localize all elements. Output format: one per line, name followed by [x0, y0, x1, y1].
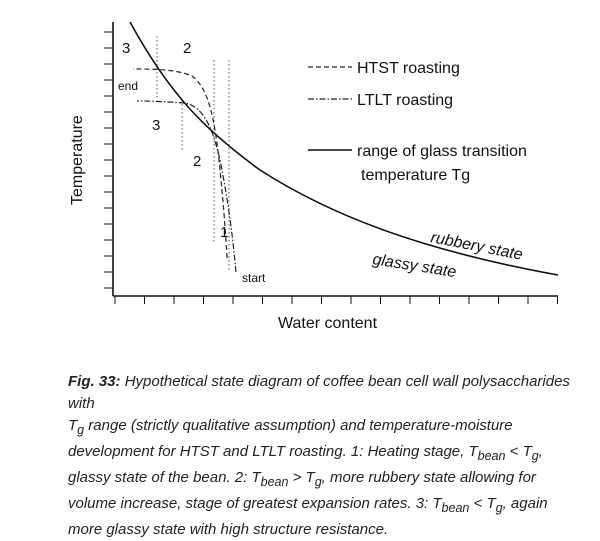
caption-line-4e: , more rubbery state allowing for: [321, 469, 536, 486]
htst-roasting-curve: [132, 68, 228, 259]
x-axis-ticks: [114, 296, 558, 304]
caption-line-6: more glassy state with high structure re…: [68, 521, 389, 538]
caption-line-5d: g: [495, 501, 503, 515]
y-axis-ticks: [104, 31, 113, 289]
caption-line-1: Hypothetical state diagram of coffee bea…: [68, 373, 570, 412]
caption-line-4c: > T: [288, 469, 315, 486]
legend-tg-label-line1: range of glass transition: [357, 143, 527, 160]
stage-2-top-label: 2: [183, 40, 191, 57]
caption-line-3e: ,: [538, 443, 543, 460]
caption-figure-number: Fig. 33:: [68, 373, 121, 390]
caption-line-2c: range (strictly qualitative assumption) …: [84, 417, 513, 434]
stage-3-mid-label: 3: [152, 117, 160, 134]
stage-2-mid-label: 2: [193, 153, 201, 170]
caption-line-5e: , again: [502, 495, 548, 512]
glassy-state-label: glassy state: [371, 251, 457, 281]
legend-htst-label: HTST roasting: [357, 60, 460, 77]
legend-tg-label-line2: temperature Tg: [361, 167, 470, 184]
caption-line-3a: development for HTST and LTLT roasting. …: [68, 443, 478, 460]
glass-transition-curve: [129, 21, 559, 276]
caption-line-3c: < T: [505, 443, 532, 460]
figure-caption: Fig. 33: Hypothetical state diagram of c…: [68, 371, 588, 541]
stage-1-label: 1: [220, 224, 228, 241]
x-axis-label: Water content: [278, 315, 378, 332]
state-diagram: HTST roasting LTLT roasting range of gla…: [69, 21, 559, 332]
caption-line-3d: g: [531, 449, 539, 463]
y-axis-label: Temperature: [69, 115, 86, 205]
caption-line-4d: g: [314, 475, 322, 489]
caption-line-4b: bean: [260, 475, 289, 489]
caption-line-5c: < T: [469, 495, 496, 512]
caption-line-5b: bean: [441, 501, 470, 515]
end-label: end: [118, 79, 138, 93]
caption-line-4a: glassy state of the bean. 2: T: [68, 469, 261, 486]
stage-3-top-label: 3: [122, 40, 130, 57]
legend-ltlt-label: LTLT roasting: [357, 92, 453, 109]
caption-line-2b: g: [77, 423, 85, 437]
caption-line-3b: bean: [477, 449, 506, 463]
ltlt-roasting-curve: [136, 100, 237, 273]
start-label: start: [242, 271, 266, 285]
caption-line-2a: T: [68, 417, 78, 434]
caption-line-5: volume increase, stage of greatest expan…: [68, 495, 442, 512]
